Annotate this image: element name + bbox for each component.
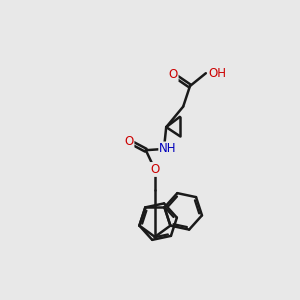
Text: O: O xyxy=(124,135,134,148)
Text: OH: OH xyxy=(208,67,226,80)
Text: NH: NH xyxy=(159,142,177,155)
Text: O: O xyxy=(168,68,178,81)
Text: O: O xyxy=(150,163,160,176)
